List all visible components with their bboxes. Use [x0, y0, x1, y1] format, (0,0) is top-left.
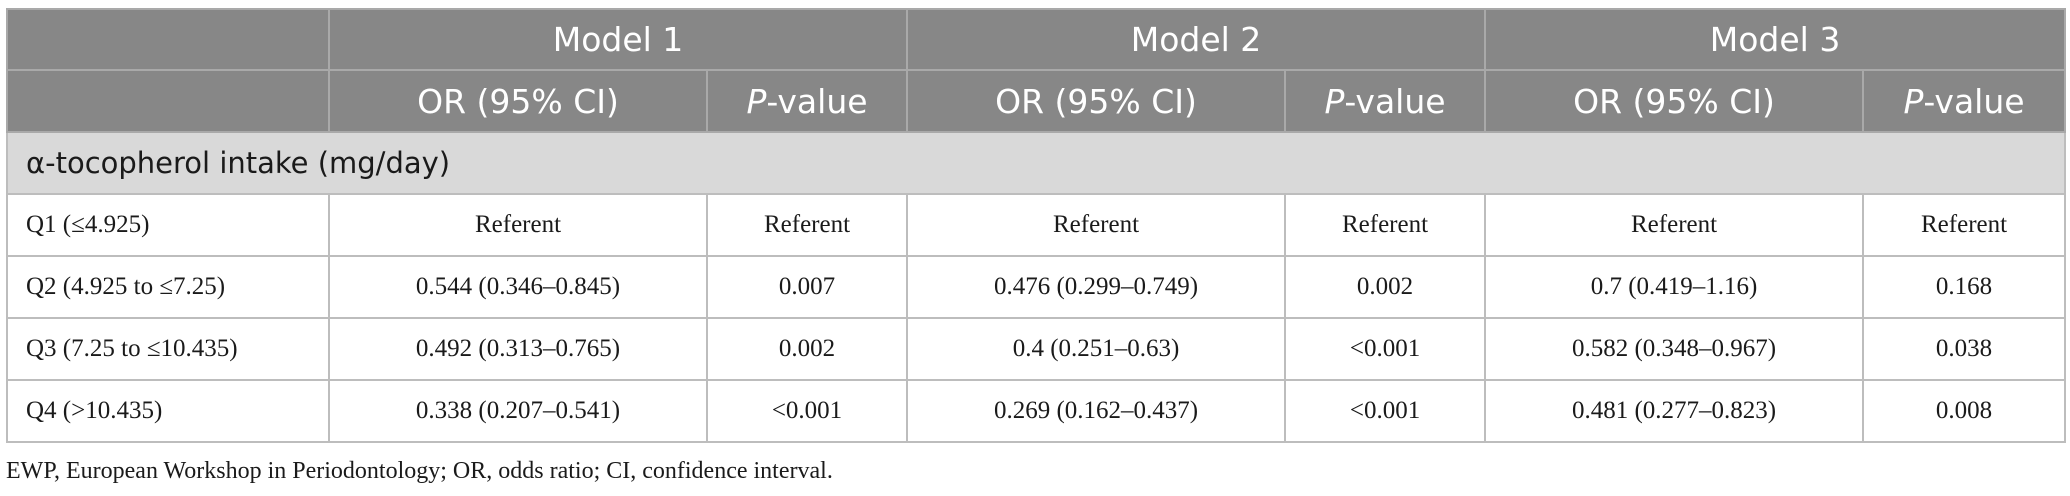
header-row-columns: OR (95% CI) P-value OR (95% CI) P-value … [6, 69, 2067, 133]
model3-or-cell: Referent [1484, 193, 1865, 257]
model2-p-cell: Referent [1284, 193, 1487, 257]
header-empty-cell [6, 8, 330, 71]
row-label: Q4 (>10.435) [6, 379, 330, 443]
model3-or-cell: 0.7 (0.419–1.16) [1484, 255, 1865, 319]
model1-or-cell: 0.338 (0.207–0.541) [328, 379, 708, 443]
model2-or-cell: Referent [906, 193, 1287, 257]
model3-p-cell: 0.038 [1862, 317, 2067, 381]
model2-or-cell: 0.269 (0.162–0.437) [906, 379, 1287, 443]
table-row: Q4 (>10.435) 0.338 (0.207–0.541) <0.001 … [6, 379, 2067, 443]
table-row: Q3 (7.25 to ≤10.435) 0.492 (0.313–0.765)… [6, 317, 2067, 381]
header-p-value: P-value [705, 69, 909, 133]
model2-p-cell: <0.001 [1284, 317, 1487, 381]
model1-or-cell: Referent [328, 193, 708, 257]
header-or-ci: OR (95% CI) [906, 69, 1287, 133]
table-footnote: EWP, European Workshop in Periodontology… [6, 458, 833, 484]
model1-or-cell: 0.492 (0.313–0.765) [328, 317, 708, 381]
header-model-2: Model 2 [906, 8, 1487, 71]
header-or-ci: OR (95% CI) [1484, 69, 1865, 133]
model2-or-cell: 0.4 (0.251–0.63) [906, 317, 1287, 381]
table-row: Q2 (4.925 to ≤7.25) 0.544 (0.346–0.845) … [6, 255, 2067, 319]
model1-p-cell: 0.002 [705, 317, 909, 381]
model3-or-cell: 0.582 (0.348–0.967) [1484, 317, 1865, 381]
row-label: Q3 (7.25 to ≤10.435) [6, 317, 330, 381]
header-model-1: Model 1 [327, 8, 909, 71]
row-label: Q2 (4.925 to ≤7.25) [6, 255, 330, 319]
table-row: Q1 (≤4.925) Referent Referent Referent R… [6, 193, 2067, 257]
model3-p-cell: 0.168 [1862, 255, 2067, 319]
model2-p-cell: <0.001 [1284, 379, 1487, 443]
model3-p-cell: Referent [1862, 193, 2067, 257]
header-empty-cell [6, 69, 330, 133]
header-row-models: Model 1 Model 2 Model 3 [6, 8, 2067, 71]
model1-p-cell: 0.007 [705, 255, 909, 319]
model3-p-cell: 0.008 [1862, 379, 2067, 443]
section-row: α-tocopherol intake (mg/day) [5, 131, 2067, 195]
model2-p-cell: 0.002 [1284, 255, 1487, 319]
header-p-value: P-value [1284, 69, 1487, 133]
section-label: α-tocopherol intake (mg/day) [5, 131, 2067, 195]
header-model-3: Model 3 [1484, 8, 2067, 71]
model2-or-cell: 0.476 (0.299–0.749) [906, 255, 1287, 319]
model1-p-cell: Referent [705, 193, 909, 257]
row-label: Q1 (≤4.925) [6, 193, 330, 257]
header-or-ci: OR (95% CI) [328, 69, 708, 133]
model1-or-cell: 0.544 (0.346–0.845) [328, 255, 708, 319]
results-table: Model 1 Model 2 Model 3 OR (95% CI) P-va… [5, 8, 2067, 443]
model3-or-cell: 0.481 (0.277–0.823) [1484, 379, 1865, 443]
header-p-value: P-value [1862, 69, 2067, 133]
table-container: Model 1 Model 2 Model 3 OR (95% CI) P-va… [5, 8, 2067, 443]
model1-p-cell: <0.001 [705, 379, 909, 443]
